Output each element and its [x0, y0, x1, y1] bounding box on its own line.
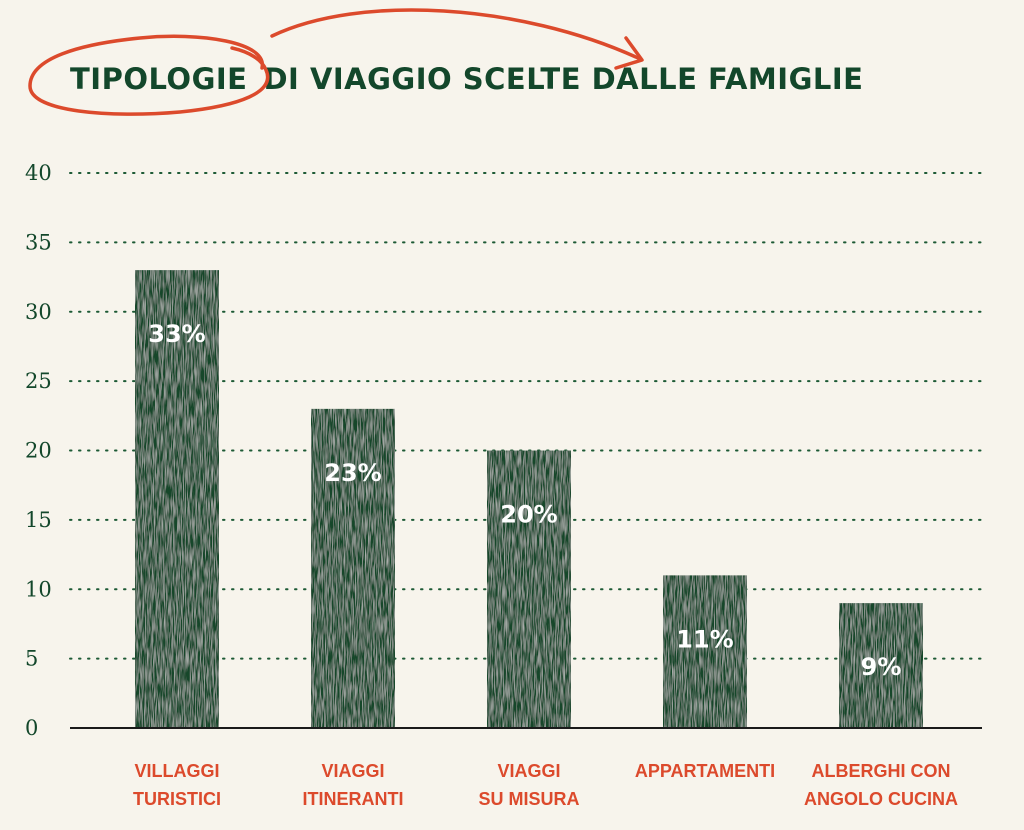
category-label: VILLAGGI: [135, 761, 220, 781]
bar: [839, 603, 923, 728]
y-tick-label: 0: [25, 716, 38, 740]
bar: [135, 270, 219, 728]
bar: [311, 408, 395, 728]
bar-value-label: 33%: [148, 320, 205, 348]
category-label: ALBERGHI CON: [812, 761, 951, 781]
y-tick-label: 20: [25, 439, 52, 463]
y-tick-label: 25: [25, 369, 52, 393]
y-tick-label: 10: [25, 577, 52, 601]
category-label: APPARTAMENTI: [635, 761, 775, 781]
title-rest: DI VIAGGIO SCELTE DALLE FAMIGLIE: [263, 62, 864, 96]
category-label: VIAGGI: [497, 761, 560, 781]
x-axis-category-labels: VILLAGGI TURISTICI VIAGGI ITINERANTI VIAGGI S…: [133, 761, 958, 809]
y-tick-label: 30: [25, 300, 52, 324]
bar-value-label: 23%: [324, 459, 381, 487]
y-axis-ticks: 0 5 10 15 20 25 30 35 40: [25, 161, 52, 740]
y-tick-label: 40: [25, 161, 52, 185]
bar-value-label: 9%: [861, 653, 902, 681]
grid-lines: [69, 172, 983, 660]
y-tick-label: 5: [25, 647, 38, 671]
y-tick-label: 15: [25, 508, 52, 532]
category-label: ANGOLO CUCINA: [804, 789, 958, 809]
category-label: VIAGGI: [321, 761, 384, 781]
bar-value-label: 11%: [676, 625, 733, 653]
bar-value-label: 20%: [500, 501, 557, 529]
bar: [663, 575, 747, 728]
bars: 33% 23% 20% 11% 9%: [135, 270, 923, 728]
category-label: ITINERANTI: [303, 789, 404, 809]
category-label: SU MISURA: [478, 789, 579, 809]
bar: [487, 450, 571, 728]
category-label: TURISTICI: [133, 789, 221, 809]
y-tick-label: 35: [25, 230, 52, 254]
